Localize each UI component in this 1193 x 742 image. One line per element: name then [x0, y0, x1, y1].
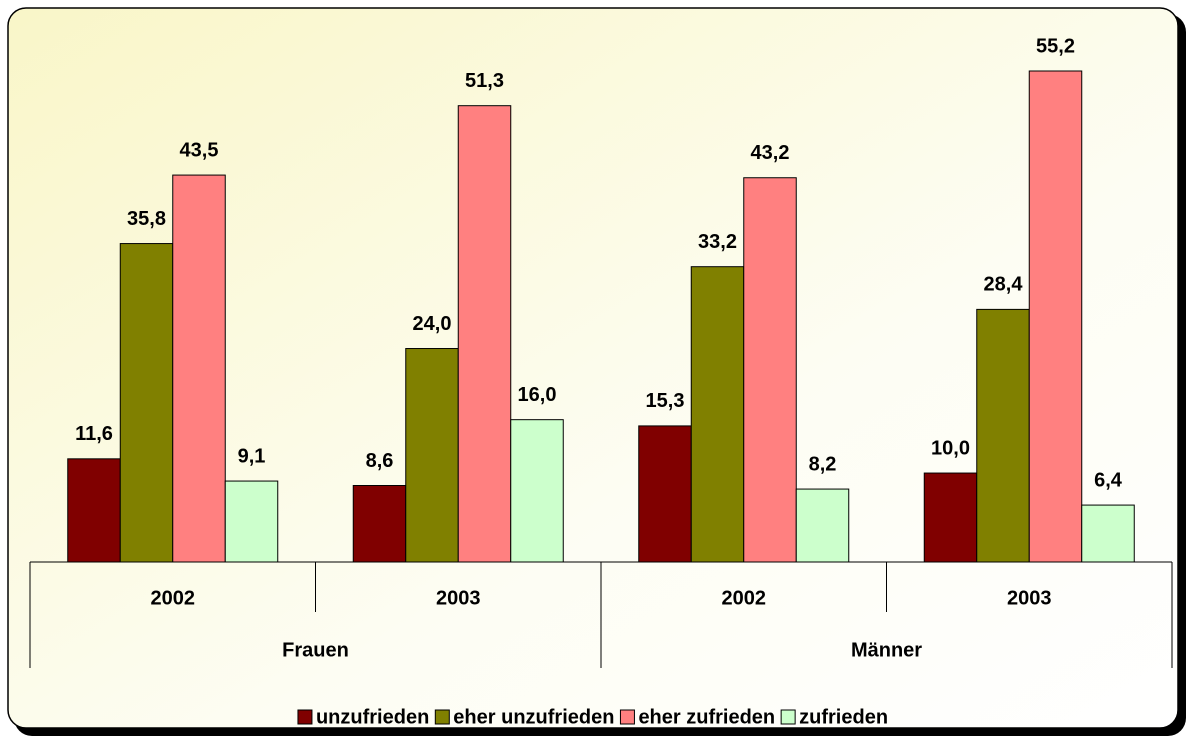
legend-label: zufrieden: [799, 706, 888, 728]
data-label: 33,2: [698, 231, 737, 253]
bar: [690, 266, 745, 563]
group-label: Männer: [851, 639, 922, 661]
group-label: Frauen: [282, 639, 349, 661]
x-tick-label: 2002: [722, 587, 767, 609]
data-label: 55,2: [1036, 35, 1075, 57]
data-label: 9,1: [238, 445, 266, 467]
bar: [457, 105, 512, 563]
bar: [638, 425, 692, 563]
bar: [1081, 504, 1135, 563]
bar: [1028, 70, 1083, 563]
bar: [795, 488, 850, 563]
legend-swatch: [434, 709, 450, 725]
data-label: 51,3: [465, 70, 504, 92]
bar: [976, 308, 1030, 563]
legend-label: unzufrieden: [316, 706, 429, 728]
bar: [923, 472, 978, 563]
bar: [67, 458, 121, 563]
data-label: 28,4: [984, 274, 1024, 296]
data-label: 8,6: [366, 450, 394, 472]
data-label: 15,3: [646, 390, 685, 412]
bar: [743, 177, 797, 563]
bar: [405, 348, 459, 563]
legend-label: eher unzufrieden: [453, 706, 614, 728]
bar: [352, 485, 407, 563]
bar: [119, 243, 174, 563]
x-tick-label: 2003: [1007, 587, 1052, 609]
legend-swatch: [619, 709, 635, 725]
frame: [7, 7, 1179, 729]
data-label: 43,5: [180, 139, 219, 161]
data-label: 24,0: [413, 313, 452, 335]
data-label: 10,0: [931, 437, 970, 459]
x-tick-label: 2002: [151, 587, 196, 609]
legend-label: eher zufrieden: [638, 706, 775, 728]
data-label: 16,0: [518, 384, 557, 406]
data-label: 8,2: [809, 453, 837, 475]
legend-swatch: [780, 709, 796, 725]
bar: [224, 480, 279, 563]
data-label: 11,6: [75, 423, 113, 445]
legend-swatch: [297, 709, 313, 725]
bar: [510, 419, 564, 563]
x-tick-label: 2003: [436, 587, 481, 609]
data-label: 6,4: [1094, 469, 1123, 491]
bar: [172, 174, 226, 563]
data-label: 43,2: [751, 142, 790, 164]
data-label: 35,8: [127, 208, 166, 230]
